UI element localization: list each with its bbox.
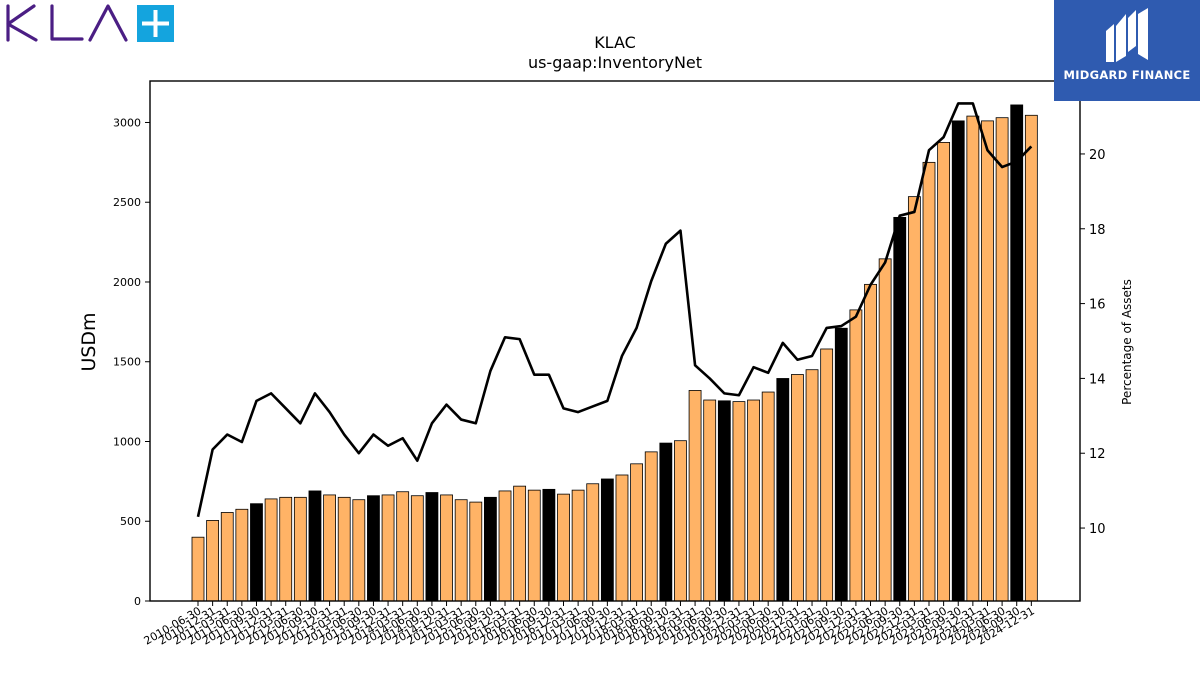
bar-2015-03-31	[454, 499, 468, 602]
y-tick-label: 1000	[113, 435, 141, 448]
bar-2017-12-31	[615, 474, 629, 602]
axes: 0500100015002000250030001012141618202010…	[113, 80, 1106, 648]
bar-2021-03-31	[805, 369, 819, 602]
bar-2020-06-30	[761, 391, 775, 602]
bar-2013-09-30	[367, 495, 380, 602]
chart-title: KLAC	[594, 33, 636, 52]
bar-2019-06-30	[703, 399, 717, 602]
bar-2010-06-30	[191, 536, 205, 602]
y2-axis-label: Percentage of Assets	[1120, 279, 1134, 405]
bar-2014-12-31	[440, 494, 453, 602]
bar-2022-06-30	[878, 258, 892, 602]
y-tick-label: 2000	[113, 276, 141, 289]
y2-tick-label: 12	[1089, 447, 1106, 462]
bar-2014-03-31	[396, 491, 410, 602]
bar-2013-03-31	[337, 496, 351, 602]
y2-tick-label: 18	[1089, 223, 1106, 238]
bar-2018-09-30	[659, 442, 673, 602]
bar-2016-12-31	[557, 493, 570, 602]
y2-tick-label: 20	[1089, 148, 1106, 163]
bar-2014-09-30	[425, 492, 439, 602]
midgard-finance-wordmark: MIDGARD FINANCE	[1063, 68, 1191, 82]
bar-2019-03-31	[688, 390, 702, 602]
bar-2011-03-31	[220, 512, 234, 602]
bar-2024-06-30	[995, 117, 1009, 602]
y-axis-label: USDm	[78, 312, 100, 371]
bar-2011-09-30	[250, 503, 263, 602]
bar-2012-12-31	[323, 494, 336, 602]
bar-2022-03-31	[864, 283, 877, 602]
bar-2012-09-30	[308, 490, 322, 602]
bar-2024-09-30	[1010, 104, 1024, 602]
bar-2022-09-30	[893, 216, 907, 602]
bar-2011-12-31	[264, 498, 278, 602]
bar-2022-12-31	[907, 196, 921, 602]
bar-2010-12-31	[206, 520, 220, 602]
bar-series	[191, 104, 1038, 602]
bar-2011-06-30	[235, 508, 249, 602]
bar-2012-03-31	[279, 496, 293, 602]
bar-2024-03-31	[981, 120, 994, 602]
bar-2019-09-30	[717, 400, 731, 602]
y-tick-label: 500	[120, 515, 141, 528]
bar-2020-09-30	[776, 378, 790, 602]
bar-2024-12-31	[1024, 114, 1038, 602]
chart-subtitle: us-gaap:InventoryNet	[528, 53, 702, 72]
y-tick-label: 0	[134, 595, 141, 608]
bar-2013-12-31	[381, 494, 395, 602]
bar-2018-12-31	[674, 440, 687, 602]
y2-tick-label: 10	[1089, 522, 1106, 537]
y-tick-label: 2500	[113, 196, 141, 209]
bar-2013-06-30	[352, 499, 366, 602]
plot-frame	[149, 80, 1081, 602]
bar-2020-03-31	[747, 399, 760, 602]
kla-logo	[4, 2, 179, 50]
line-series	[196, 102, 1033, 518]
percentage-line	[196, 102, 1033, 518]
bar-2021-12-31	[849, 309, 863, 602]
y-tick-label: 3000	[113, 116, 141, 129]
bar-2016-09-30	[542, 488, 556, 602]
bar-2016-06-30	[527, 489, 541, 602]
bar-2018-03-31	[630, 463, 643, 602]
bar-2015-12-31	[498, 490, 512, 602]
bar-2023-03-31	[922, 161, 936, 602]
bar-2021-06-30	[820, 348, 834, 602]
bar-2017-09-30	[600, 478, 614, 602]
y2-tick-label: 16	[1089, 298, 1106, 313]
bar-2012-06-30	[293, 496, 307, 602]
y2-tick-label: 14	[1089, 372, 1106, 387]
bar-2014-06-30	[410, 495, 424, 602]
bar-2017-03-31	[571, 489, 585, 602]
bar-2020-12-31	[791, 374, 804, 602]
bar-2018-06-30	[644, 451, 658, 602]
bar-2023-12-31	[966, 115, 980, 602]
bar-2023-09-30	[951, 120, 965, 602]
bar-2019-12-31	[732, 401, 746, 602]
y-tick-label: 1500	[113, 356, 141, 369]
bar-2015-09-30	[483, 496, 497, 602]
midgard-finance-logo: MIDGARD FINANCE	[1054, 0, 1200, 101]
bar-2017-06-30	[586, 483, 600, 602]
bar-2021-09-30	[834, 327, 848, 602]
bar-2023-06-30	[937, 142, 951, 602]
bar-2015-06-30	[469, 501, 483, 602]
bar-2016-03-31	[513, 485, 527, 602]
